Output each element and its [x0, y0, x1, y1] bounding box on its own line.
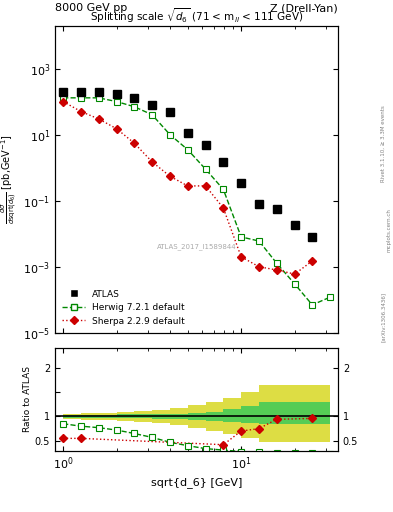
- Text: Z (Drell-Yan): Z (Drell-Yan): [270, 3, 338, 13]
- Title: Splitting scale $\sqrt{d_6}$ (71 < m$_{ll}$ < 111 GeV): Splitting scale $\sqrt{d_6}$ (71 < m$_{l…: [90, 7, 303, 26]
- Y-axis label: $\frac{d\sigma}{d\mathrm{sqrt}(d_6)}$ [pb,GeV$^{-1}$]: $\frac{d\sigma}{d\mathrm{sqrt}(d_6)}$ [p…: [0, 134, 18, 224]
- X-axis label: sqrt{d_6} [GeV]: sqrt{d_6} [GeV]: [151, 478, 242, 488]
- Text: ATLAS_2017_I1589844: ATLAS_2017_I1589844: [157, 243, 236, 250]
- Text: mcplots.cern.ch: mcplots.cern.ch: [387, 208, 391, 252]
- Text: [arXiv:1306.3436]: [arXiv:1306.3436]: [381, 292, 386, 343]
- Y-axis label: Ratio to ATLAS: Ratio to ATLAS: [23, 367, 32, 432]
- Text: 8000 GeV pp: 8000 GeV pp: [55, 3, 127, 13]
- Text: Rivet 3.1.10, ≥ 3.3M events: Rivet 3.1.10, ≥ 3.3M events: [381, 105, 386, 182]
- Legend: ATLAS, Herwig 7.2.1 default, Sherpa 2.2.9 default: ATLAS, Herwig 7.2.1 default, Sherpa 2.2.…: [59, 287, 187, 328]
